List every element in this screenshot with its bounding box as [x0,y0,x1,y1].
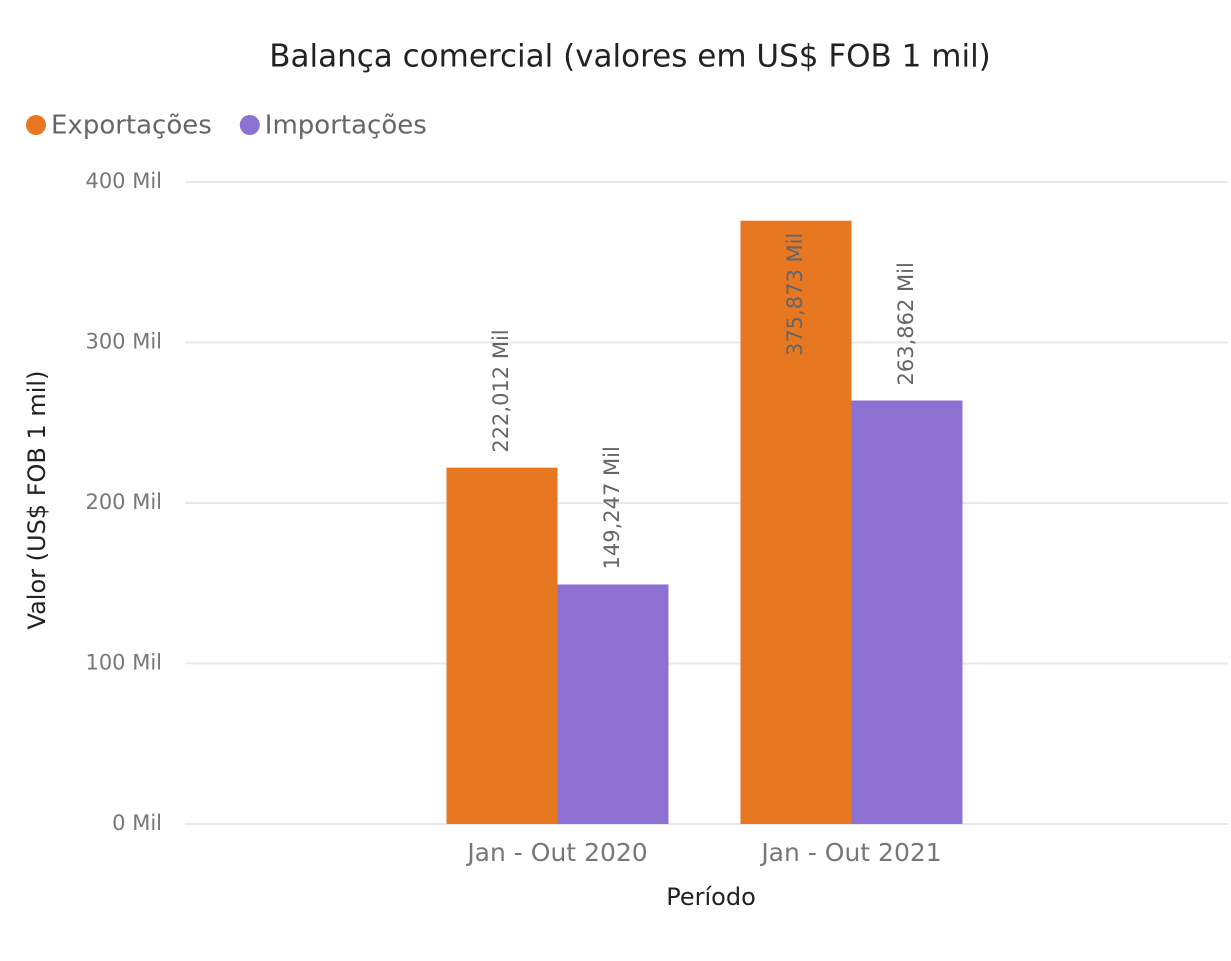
value-label: 222,012 Mil [489,329,513,452]
bar [851,400,963,824]
legend-marker [239,115,260,135]
y-tick-label: 400 Mil [85,169,162,193]
x-tick-label: Jan - Out 2020 [465,838,647,867]
y-tick-label: 200 Mil [85,490,162,514]
y-tick-label: 100 Mil [85,651,162,675]
y-axis-title: Valor (US$ FOB 1 mil) [23,371,51,630]
value-label: 263,862 Mil [894,262,918,385]
x-axis-title: Período [666,883,756,911]
x-tick-label: Jan - Out 2021 [759,838,941,867]
legend-label: Importações [265,111,427,141]
value-label: 149,247 Mil [600,446,624,569]
legend-marker [26,115,46,135]
bar [446,467,558,824]
bar [557,584,669,824]
bar [740,220,852,825]
legend-label: Exportações [51,111,212,141]
value-label: 375,873 Mil [783,233,807,356]
y-tick-label: 300 Mil [85,330,162,354]
y-tick-label: 0 Mil [112,811,162,835]
chart-title: Balança comercial (valores em US$ FOB 1 … [269,39,991,75]
